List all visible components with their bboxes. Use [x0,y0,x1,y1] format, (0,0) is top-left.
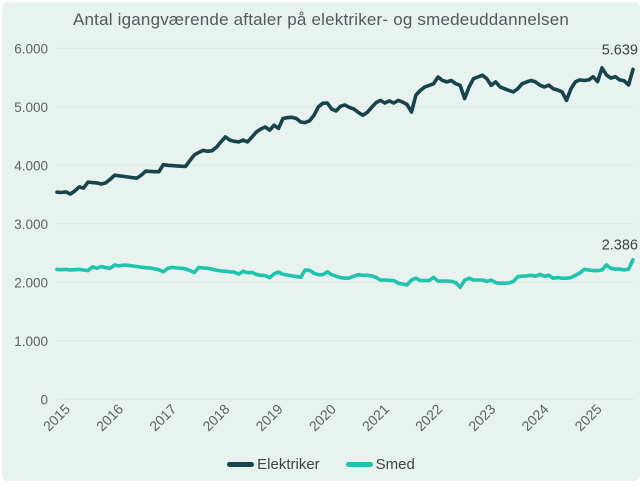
chart-title: Antal igangværende aftaler på elektriker… [72,10,570,29]
x-axis-tick-label: 2016 [93,401,126,434]
y-axis-tick-label: 0 [40,392,48,407]
y-axis-tick-label: 4.000 [14,158,48,173]
x-axis-tick-label: 2025 [571,401,604,434]
elektriker-line-swatch-icon [227,462,255,467]
y-axis-tick-label: 5.000 [14,100,48,115]
x-axis-tick-label: 2020 [306,401,339,434]
smed-legend-label: Smed [375,456,415,473]
legend: Elektriker Smed [0,456,642,473]
x-axis-tick-label: 2022 [412,401,445,434]
x-axis-tick-label: 2018 [199,401,232,434]
y-axis-tick-label: 3.000 [14,217,48,232]
x-axis-tick-label: 2021 [359,401,392,434]
elektriker-legend-label: Elektriker [257,456,320,473]
x-axis-tick-label: 2023 [465,401,498,434]
x-axis-tick-label: 2017 [146,401,179,434]
legend-item-elektriker: Elektriker [227,456,320,473]
y-axis-tick-label: 6.000 [14,41,48,56]
smed-line [55,257,635,290]
y-axis-tick-label: 2.000 [14,275,48,290]
smed-line-swatch-icon [345,462,373,467]
elektriker-line [55,66,635,196]
y-axis-tick-label: 1.000 [14,334,48,349]
legend-item-smed: Smed [345,456,415,473]
smed-end-value-label: 2.386 [602,238,638,254]
x-axis-tick-label: 2024 [518,401,551,434]
elektriker-end-value-label: 5.639 [602,42,638,58]
x-axis-tick-label: 2019 [252,401,285,434]
